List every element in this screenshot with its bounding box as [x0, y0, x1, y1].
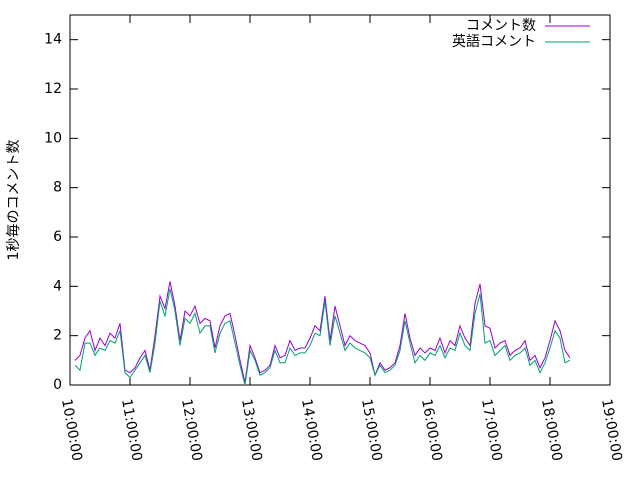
y-tick-label: 10 — [44, 130, 62, 146]
legend-label: 英語コメント — [452, 33, 536, 50]
plot-border — [69, 14, 611, 386]
y-tick-label: 14 — [44, 32, 62, 48]
y-tick-label: 12 — [44, 81, 62, 97]
y-tick-label: 2 — [53, 328, 62, 344]
series-line — [74, 288, 571, 386]
y-axis-label: 1秒毎のコメント数 — [6, 140, 22, 261]
y-tick-label: 0 — [53, 377, 62, 393]
y-tick-label: 4 — [53, 278, 62, 294]
series-line — [74, 281, 571, 383]
legend-label: コメント数 — [466, 18, 536, 34]
y-tick-label: 6 — [53, 229, 62, 245]
y-tick-label: 8 — [53, 180, 62, 196]
